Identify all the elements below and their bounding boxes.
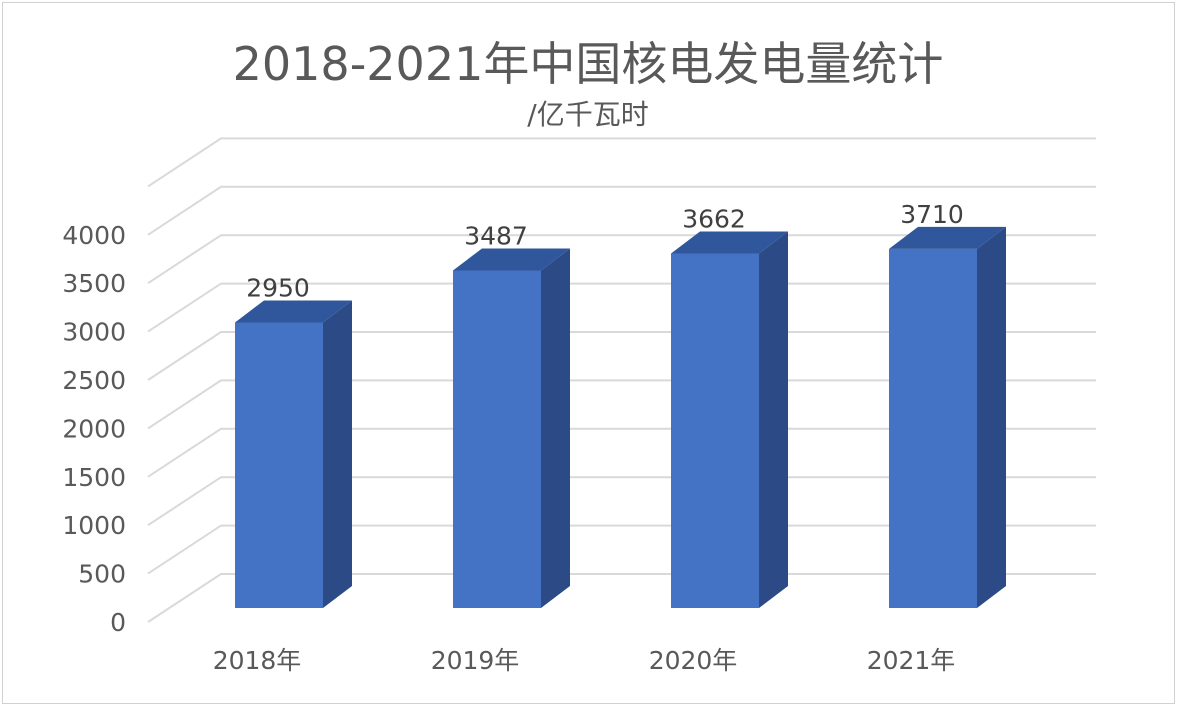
chart-title: 2018-2021年中国核电发电量统计 (232, 37, 944, 91)
bar-top (453, 248, 570, 271)
x-category-label: 2018年 (213, 646, 302, 675)
gridline (147, 427, 1096, 478)
bar (889, 226, 1006, 608)
gridlines (147, 137, 1096, 623)
y-tick-label: 500 (78, 560, 126, 589)
bar-front (453, 270, 541, 608)
y-axis-ticks: 0 500 1000 1500 2000 2500 3000 3500 4000 (62, 221, 126, 637)
bar-side (541, 248, 570, 608)
bar-top (671, 231, 788, 254)
bar-side (977, 226, 1006, 608)
y-tick-label: 2000 (62, 414, 126, 443)
bar-front (671, 253, 759, 608)
data-labels: 2950 3487 3662 3710 (246, 200, 964, 303)
chart-subtitle: /亿千瓦时 (527, 98, 649, 131)
x-axis-categories: 2018年 2019年 2020年 2021年 (213, 646, 956, 675)
bar (453, 248, 570, 608)
gridline (147, 185, 1096, 236)
y-tick-label: 3500 (62, 269, 126, 298)
x-category-label: 2020年 (649, 646, 738, 675)
gridline (147, 234, 1096, 285)
gridline (147, 524, 1096, 575)
bar (671, 231, 788, 608)
gridline (147, 476, 1096, 527)
x-category-label: 2019年 (431, 646, 520, 675)
data-label: 3710 (900, 200, 964, 229)
y-tick-label: 2500 (62, 366, 126, 395)
bar-top (235, 300, 352, 323)
bar-front (235, 322, 323, 608)
gridline (147, 331, 1096, 381)
gridline (147, 282, 1096, 333)
data-label: 3662 (682, 205, 746, 234)
y-tick-label: 3000 (62, 318, 126, 347)
gridline (147, 573, 1096, 623)
data-label: 2950 (246, 273, 310, 302)
y-tick-label: 0 (110, 608, 126, 637)
x-category-label: 2021年 (867, 646, 956, 675)
gridline (147, 379, 1096, 430)
bar (235, 300, 352, 608)
y-tick-label: 1500 (62, 463, 126, 492)
bar-front (889, 248, 977, 608)
bar-top (889, 226, 1006, 249)
bar-side (323, 300, 352, 608)
gridline (147, 137, 1096, 188)
bar-side (759, 231, 788, 608)
y-tick-label: 4000 (62, 221, 126, 250)
bars (235, 226, 1006, 608)
data-label: 3487 (464, 221, 528, 250)
y-tick-label: 1000 (62, 511, 126, 540)
